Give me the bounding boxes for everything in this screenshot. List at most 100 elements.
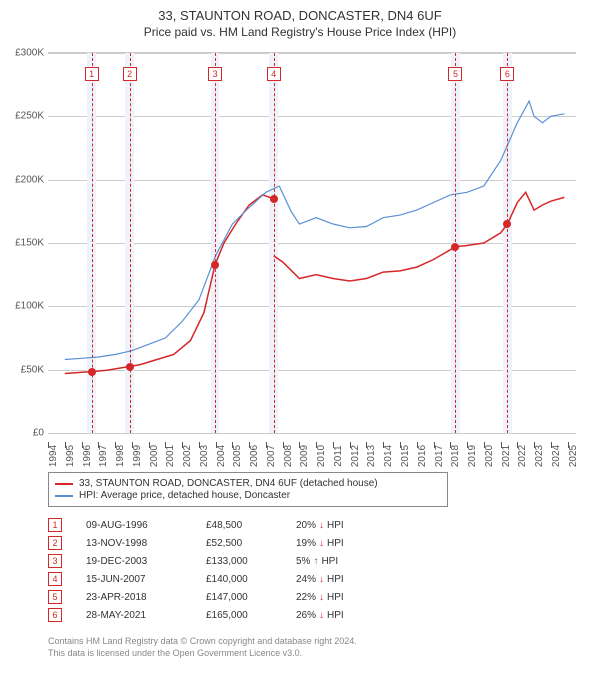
transaction-delta: 24%↓HPI: [296, 574, 356, 585]
transaction-marker: 5: [48, 590, 62, 604]
transaction-price: £147,000: [206, 592, 296, 603]
transaction-marker: 6: [48, 608, 62, 622]
x-tick-label: 2014: [383, 445, 394, 467]
x-tick-label: 1997: [98, 445, 109, 467]
legend-label: HPI: Average price, detached house, Donc…: [79, 490, 290, 501]
sale-dot-3: [211, 261, 219, 269]
transactions-table: 1 09-AUG-1996£48,50020%↓HPI 2 13-NOV-1998£5…: [48, 516, 356, 624]
x-tick-label: 2023: [534, 445, 545, 467]
sale-dash: [507, 53, 508, 433]
x-tick-label: 2000: [149, 445, 160, 467]
transaction-delta: 19%↓HPI: [296, 538, 356, 549]
arrow-down-icon: ↓: [319, 592, 324, 603]
transaction-marker: 2: [48, 536, 62, 550]
y-tick-label: £100K: [4, 301, 44, 312]
y-tick-label: £50K: [4, 364, 44, 375]
transaction-date: 15-JUN-2007: [86, 574, 206, 585]
transaction-row: 3 19-DEC-2003£133,0005%↑HPI: [48, 552, 356, 570]
transaction-row: 5 23-APR-2018£147,00022%↓HPI: [48, 588, 356, 606]
series-property: [507, 192, 564, 224]
sale-marker-1: 1: [85, 67, 99, 81]
transaction-row: 4 15-JUN-2007£140,00024%↓HPI: [48, 570, 356, 588]
x-tick-label: 1998: [115, 445, 126, 467]
x-tick-label: 2024: [551, 445, 562, 467]
legend-swatch: [55, 483, 73, 485]
transaction-date: 09-AUG-1996: [86, 520, 206, 531]
series-hpi: [65, 101, 565, 359]
x-tick-label: 2009: [299, 445, 310, 467]
sale-dash: [130, 53, 131, 433]
title-subtitle: Price paid vs. HM Land Registry's House …: [0, 25, 600, 39]
sale-marker-3: 3: [208, 67, 222, 81]
transaction-marker: 1: [48, 518, 62, 532]
arrow-down-icon: ↓: [319, 520, 324, 531]
x-tick-label: 2018: [450, 445, 461, 467]
x-tick-label: 2007: [266, 445, 277, 467]
x-tick-label: 2021: [501, 445, 512, 467]
page: 33, STAUNTON ROAD, DONCASTER, DN4 6UF Pr…: [0, 0, 600, 680]
x-tick-label: 2005: [232, 445, 243, 467]
series-property: [130, 265, 216, 367]
series-property: [92, 367, 130, 372]
transaction-date: 13-NOV-1998: [86, 538, 206, 549]
sale-marker-6: 6: [500, 67, 514, 81]
x-tick-label: 2020: [484, 445, 495, 467]
transaction-delta: 5%↑HPI: [296, 556, 356, 567]
x-tick-label: 2015: [400, 445, 411, 467]
transaction-delta: 20%↓HPI: [296, 520, 356, 531]
transaction-marker: 3: [48, 554, 62, 568]
x-tick-label: 2004: [216, 445, 227, 467]
footer: Contains HM Land Registry data © Crown c…: [48, 636, 357, 659]
arrow-down-icon: ↓: [319, 538, 324, 549]
transaction-price: £140,000: [206, 574, 296, 585]
x-tick-label: 1995: [65, 445, 76, 467]
transaction-marker: 4: [48, 572, 62, 586]
x-tick-label: 2006: [249, 445, 260, 467]
x-tick-label: 2019: [467, 445, 478, 467]
transaction-delta: 22%↓HPI: [296, 592, 356, 603]
transaction-row: 1 09-AUG-1996£48,50020%↓HPI: [48, 516, 356, 534]
x-tick-label: 1999: [132, 445, 143, 467]
x-tick-label: 2001: [165, 445, 176, 467]
sale-dot-2: [126, 363, 134, 371]
sale-dash: [92, 53, 93, 433]
footer-line1: Contains HM Land Registry data © Crown c…: [48, 636, 357, 648]
title-address: 33, STAUNTON ROAD, DONCASTER, DN4 6UF: [0, 8, 600, 23]
transaction-date: 19-DEC-2003: [86, 556, 206, 567]
x-tick-label: 2011: [333, 445, 344, 467]
x-tick-label: 2003: [199, 445, 210, 467]
x-tick-label: 2025: [568, 445, 579, 467]
x-tick-label: 2013: [366, 445, 377, 467]
legend-item-hpi: HPI: Average price, detached house, Donc…: [55, 490, 441, 501]
series-property: [274, 247, 456, 281]
x-tick-label: 1994: [48, 445, 59, 467]
series-property: [456, 224, 508, 247]
x-tick-label: 2016: [417, 445, 428, 467]
transaction-price: £133,000: [206, 556, 296, 567]
transaction-date: 28-MAY-2021: [86, 610, 206, 621]
sale-dot-4: [270, 195, 278, 203]
transaction-price: £48,500: [206, 520, 296, 531]
y-tick-label: £300K: [4, 48, 44, 59]
arrow-down-icon: ↓: [319, 610, 324, 621]
legend-label: 33, STAUNTON ROAD, DONCASTER, DN4 6UF (d…: [79, 478, 378, 489]
transaction-date: 23-APR-2018: [86, 592, 206, 603]
gridline: [48, 433, 576, 434]
sale-dot-6: [503, 220, 511, 228]
x-tick-label: 2012: [350, 445, 361, 467]
sale-marker-5: 5: [448, 67, 462, 81]
transaction-price: £165,000: [206, 610, 296, 621]
sale-marker-4: 4: [267, 67, 281, 81]
y-tick-label: £150K: [4, 238, 44, 249]
legend: 33, STAUNTON ROAD, DONCASTER, DN4 6UF (d…: [48, 472, 448, 507]
sale-marker-2: 2: [123, 67, 137, 81]
arrow-up-icon: ↑: [313, 556, 318, 567]
x-tick-label: 2017: [434, 445, 445, 467]
chart: £0£50K£100K£150K£200K£250K£300K 123456 1…: [48, 52, 576, 432]
legend-swatch: [55, 495, 73, 497]
plot-svg: [48, 53, 576, 433]
x-tick-label: 1996: [82, 445, 93, 467]
legend-item-property: 33, STAUNTON ROAD, DONCASTER, DN4 6UF (d…: [55, 478, 441, 489]
transaction-price: £52,500: [206, 538, 296, 549]
x-tick-label: 2010: [316, 445, 327, 467]
